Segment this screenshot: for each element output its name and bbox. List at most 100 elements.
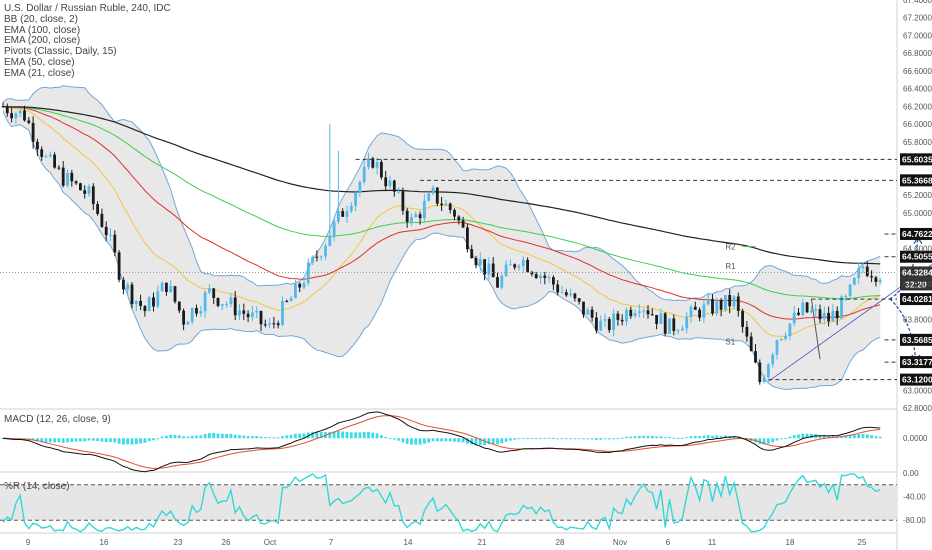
candle-body (371, 158, 375, 168)
candle (435, 187, 439, 207)
candle-body (517, 265, 521, 268)
candle-body (453, 210, 456, 217)
candle (487, 257, 491, 280)
candle-body (668, 318, 671, 334)
candle (289, 295, 293, 302)
pivot-s1-label: S1 (725, 337, 735, 346)
macd-histogram-bar (281, 436, 284, 439)
candle (199, 305, 203, 317)
macd-histogram-bar (646, 435, 650, 439)
candle (470, 244, 474, 259)
candle (719, 297, 723, 317)
price-tick: 66.8000 (903, 49, 932, 58)
candle (650, 308, 654, 316)
candle (444, 199, 448, 206)
channel-line (810, 298, 821, 360)
candle (767, 363, 770, 379)
candle (375, 157, 379, 175)
candle (285, 299, 289, 303)
wr-tick: 0.00 (903, 469, 919, 478)
macd-histogram-bar (758, 438, 762, 444)
candle (139, 294, 142, 311)
legend-ema200[interactable]: EMA (200, close) (4, 35, 81, 47)
time-tick: 6 (666, 538, 671, 547)
macd-histogram-bar (801, 433, 805, 439)
macd-histogram-bar (818, 434, 822, 439)
legend-ema50[interactable]: EMA (50, close) (4, 56, 75, 68)
candle-body (195, 308, 198, 314)
macd-histogram-bar (246, 436, 250, 439)
candle-body (810, 310, 813, 313)
macd-histogram-bar (500, 438, 504, 444)
candle-body (693, 306, 697, 310)
projection-arrow-down (889, 298, 917, 362)
candle-body (573, 293, 577, 299)
time-tick: 18 (786, 538, 795, 547)
candle (410, 213, 413, 226)
candle-body (620, 319, 624, 322)
candle (57, 165, 61, 171)
candle-body (229, 297, 233, 305)
candle (27, 117, 31, 125)
candle-body (564, 292, 568, 296)
candle (134, 300, 138, 312)
wr-band-fill (0, 484, 897, 521)
legend-bb[interactable]: BB (20, close, 2) (4, 13, 78, 25)
candle (44, 154, 48, 159)
macd-histogram-bar (797, 434, 800, 439)
wr-tick: -40.00 (903, 493, 926, 502)
macd-histogram-bar (659, 436, 663, 439)
candle (818, 304, 822, 324)
candle-body (410, 216, 413, 222)
candle-body (281, 300, 284, 326)
macd-histogram-bar (466, 438, 469, 444)
candle (659, 308, 663, 324)
macd-histogram-bar (104, 438, 108, 443)
candle-body (659, 313, 663, 324)
price-tick: 66.6000 (903, 67, 932, 76)
candle-body (100, 213, 104, 227)
macd-histogram-bar (827, 436, 830, 439)
wr-pane (0, 473, 897, 533)
legend-pivots[interactable]: Pivots (Classic, Daily, 15) (4, 46, 117, 58)
candle-body (496, 277, 499, 288)
candle (461, 216, 465, 229)
candle (483, 259, 486, 281)
candle (418, 211, 422, 225)
candle (513, 263, 517, 270)
candle-body (384, 177, 388, 187)
candle (40, 146, 44, 161)
legend-ema21[interactable]: EMA (21, close) (4, 67, 75, 79)
candle (74, 180, 78, 185)
candle-body (638, 311, 641, 313)
candle (534, 271, 538, 279)
macd-histogram-bar (685, 437, 689, 439)
candle-body (1, 106, 5, 108)
price-tick: 65.2000 (903, 191, 932, 200)
legend-ema100[interactable]: EMA (100, close) (4, 24, 81, 36)
macd-label[interactable]: MACD (12, 26, close, 9) (4, 414, 111, 425)
candle-body (466, 227, 469, 250)
macd-histogram-bar (844, 435, 848, 439)
candle-body (629, 309, 633, 317)
candle-body (741, 310, 744, 327)
candle-body (177, 301, 181, 311)
wr-label[interactable]: %R (14, close) (4, 481, 70, 492)
candle-body (874, 277, 878, 282)
candle (728, 289, 732, 314)
macd-histogram-bar (650, 435, 654, 439)
candle-body (208, 288, 211, 293)
level-price-box (900, 266, 932, 279)
candle-body (504, 264, 508, 276)
candle-body (147, 297, 151, 312)
macd-histogram-bar (509, 438, 512, 441)
candle (332, 218, 336, 241)
macd-histogram-bar (861, 433, 865, 439)
level-price-box (900, 373, 932, 386)
candle (100, 208, 104, 228)
candle-body (547, 277, 551, 279)
candle-body (779, 338, 783, 341)
candle-body (435, 187, 439, 204)
candle (633, 309, 637, 318)
